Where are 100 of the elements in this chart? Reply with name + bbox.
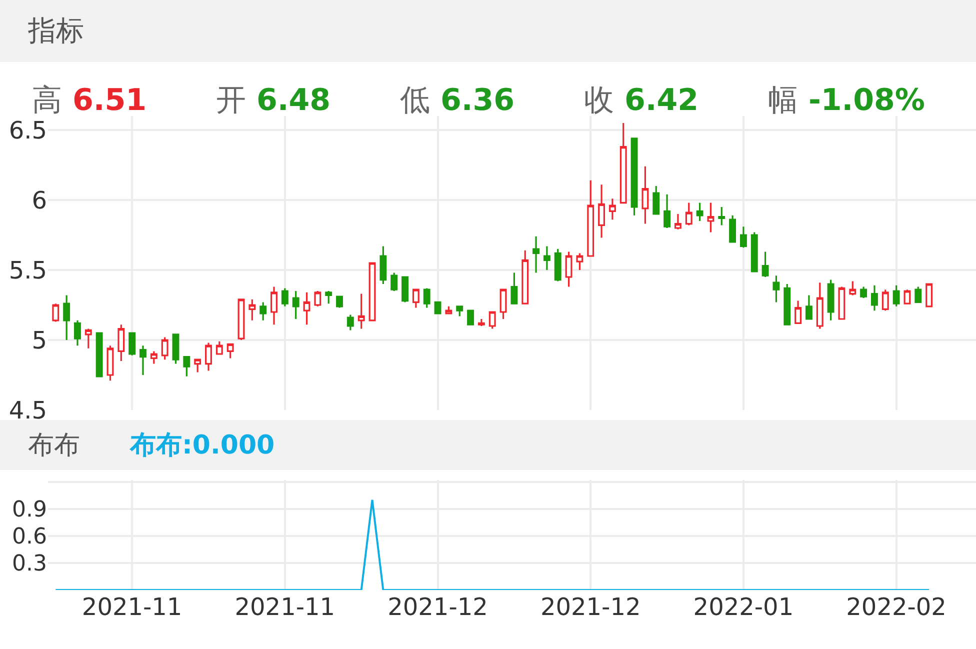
candlestick [926, 283, 933, 308]
candlestick [216, 340, 223, 355]
candlestick [358, 293, 365, 330]
annotation: 幅 -1.08% [768, 83, 925, 118]
candlestick [445, 306, 452, 314]
candlestick [838, 286, 846, 320]
candlestick [882, 288, 889, 312]
candlestick [576, 252, 584, 271]
candlestick [205, 342, 212, 372]
y-tick-label: 6.5 [8, 116, 47, 144]
candlestick [260, 301, 267, 322]
candlestick [860, 286, 868, 299]
candlestick [314, 290, 322, 308]
candlestick [620, 122, 627, 204]
candlestick [412, 288, 420, 309]
candlestick [674, 213, 682, 230]
candlestick [849, 280, 856, 296]
candlestick [762, 251, 769, 278]
y-tick-label: 5.5 [8, 256, 47, 284]
candlestick [270, 286, 278, 326]
y-tick-label: 4.5 [8, 396, 47, 424]
candlestick [565, 251, 572, 288]
annotation: 开 6.48 [216, 83, 330, 118]
candlestick [740, 226, 747, 248]
chart-title: 指标 [28, 13, 84, 49]
candlestick [118, 324, 125, 362]
candlestick [380, 245, 387, 285]
candlestick [456, 306, 464, 317]
candlestick [346, 314, 354, 331]
candlestick [543, 245, 550, 271]
candlestick [816, 282, 824, 330]
candlestick [554, 248, 562, 282]
y-tick-label: 0.6 [12, 524, 47, 550]
y-tick-label: 0.3 [12, 552, 47, 577]
chart-title: 布布 [28, 430, 80, 462]
candlestick [423, 287, 430, 309]
candlestick [510, 272, 518, 304]
candlestick [784, 283, 791, 326]
x-tick-label: 2021-12 [540, 593, 641, 621]
candlestick [805, 294, 812, 320]
candlestick [84, 328, 92, 350]
candlestick [434, 301, 442, 314]
candlestick [478, 318, 485, 327]
candlestick [904, 288, 911, 304]
candlestick [642, 166, 649, 225]
candlestick [696, 202, 704, 222]
candlestick [794, 300, 802, 324]
candlestick [303, 292, 310, 326]
candlestick [292, 290, 300, 320]
candlestick [368, 262, 376, 322]
candlestick [194, 358, 202, 373]
x-tick-label: 2021-12 [388, 593, 488, 621]
candlestick [226, 343, 234, 359]
candlestick [652, 185, 660, 215]
candlestick [587, 180, 594, 257]
annotation: 低 6.36 [400, 83, 514, 118]
candlestick [608, 198, 616, 220]
candlestick [336, 296, 343, 309]
candlestick [74, 320, 81, 346]
x-tick-label: 2021-11 [82, 593, 182, 621]
y-tick-label: 5 [32, 326, 47, 354]
candlestick [522, 250, 529, 304]
candlestick [750, 231, 758, 272]
candlestick [248, 298, 256, 322]
candlestick [630, 138, 638, 216]
annotation: 收 6.42 [584, 83, 698, 118]
candlestick [500, 288, 507, 320]
candlestick [128, 332, 136, 356]
x-tick-label: 2022-02 [846, 593, 946, 621]
candlestick [161, 336, 168, 360]
candlestick [870, 284, 878, 312]
text: 布布:0.000 [130, 430, 275, 462]
candlestick [892, 284, 900, 308]
candlestick [63, 294, 70, 341]
candlestick [664, 194, 671, 229]
candlestick [140, 344, 146, 376]
x-tick-label: 2021-11 [234, 593, 336, 621]
candlestick [914, 286, 922, 303]
x-tick-label: 2022-01 [693, 593, 794, 621]
candlestick [390, 272, 398, 292]
candlestick [598, 184, 605, 239]
candlestick [52, 302, 60, 323]
candlestick [718, 206, 726, 226]
candlestick [685, 202, 692, 226]
candlestick [467, 310, 474, 326]
annotation: 高 6.51 [32, 83, 146, 118]
candlestick [183, 356, 190, 378]
candlestick [532, 236, 540, 274]
candlestick [96, 332, 103, 378]
candlestick [772, 274, 780, 303]
y-tick-label: 0.9 [12, 498, 47, 523]
candlestick [402, 276, 408, 303]
candlestick [238, 298, 245, 341]
candlestick [281, 287, 288, 308]
y-tick-label: 6 [32, 186, 47, 214]
candlestick [729, 214, 736, 243]
candlestick [325, 290, 332, 304]
candlestick [827, 279, 834, 322]
candlestick [707, 202, 714, 233]
candlestick [150, 350, 158, 365]
